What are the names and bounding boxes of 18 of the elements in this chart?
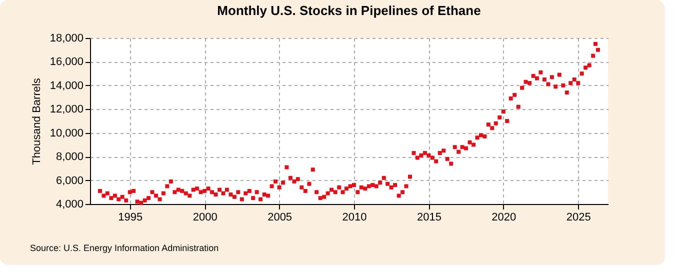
chart-title: Monthly U.S. Stocks in Pipelines of Ethane — [217, 3, 481, 18]
x-tick-label: 2015 — [416, 212, 442, 224]
y-tick-label: 18,000 — [50, 32, 84, 44]
y-tick-label: 16,000 — [50, 56, 84, 68]
x-tick-label: 1995 — [118, 212, 143, 224]
y-tick-label: 10,000 — [50, 127, 84, 140]
x-tick-label: 2000 — [192, 212, 218, 224]
x-tick-label: 2020 — [492, 212, 516, 224]
y-tick-label: 6,000 — [56, 174, 84, 187]
x-tick-label: 2025 — [566, 212, 591, 224]
x-tick-label: 2005 — [268, 212, 292, 224]
y-tick-label: 4,000 — [56, 198, 84, 210]
y-axis-title: Thousand Barrels — [30, 78, 43, 165]
y-tick-label: 8,000 — [56, 151, 84, 164]
x-tick-label: 2010 — [342, 212, 367, 224]
y-tick-label: 12,000 — [50, 104, 84, 116]
y-tick-label: 14,000 — [50, 80, 84, 92]
source-note: Source: U.S. Energy Information Administration — [30, 243, 219, 253]
